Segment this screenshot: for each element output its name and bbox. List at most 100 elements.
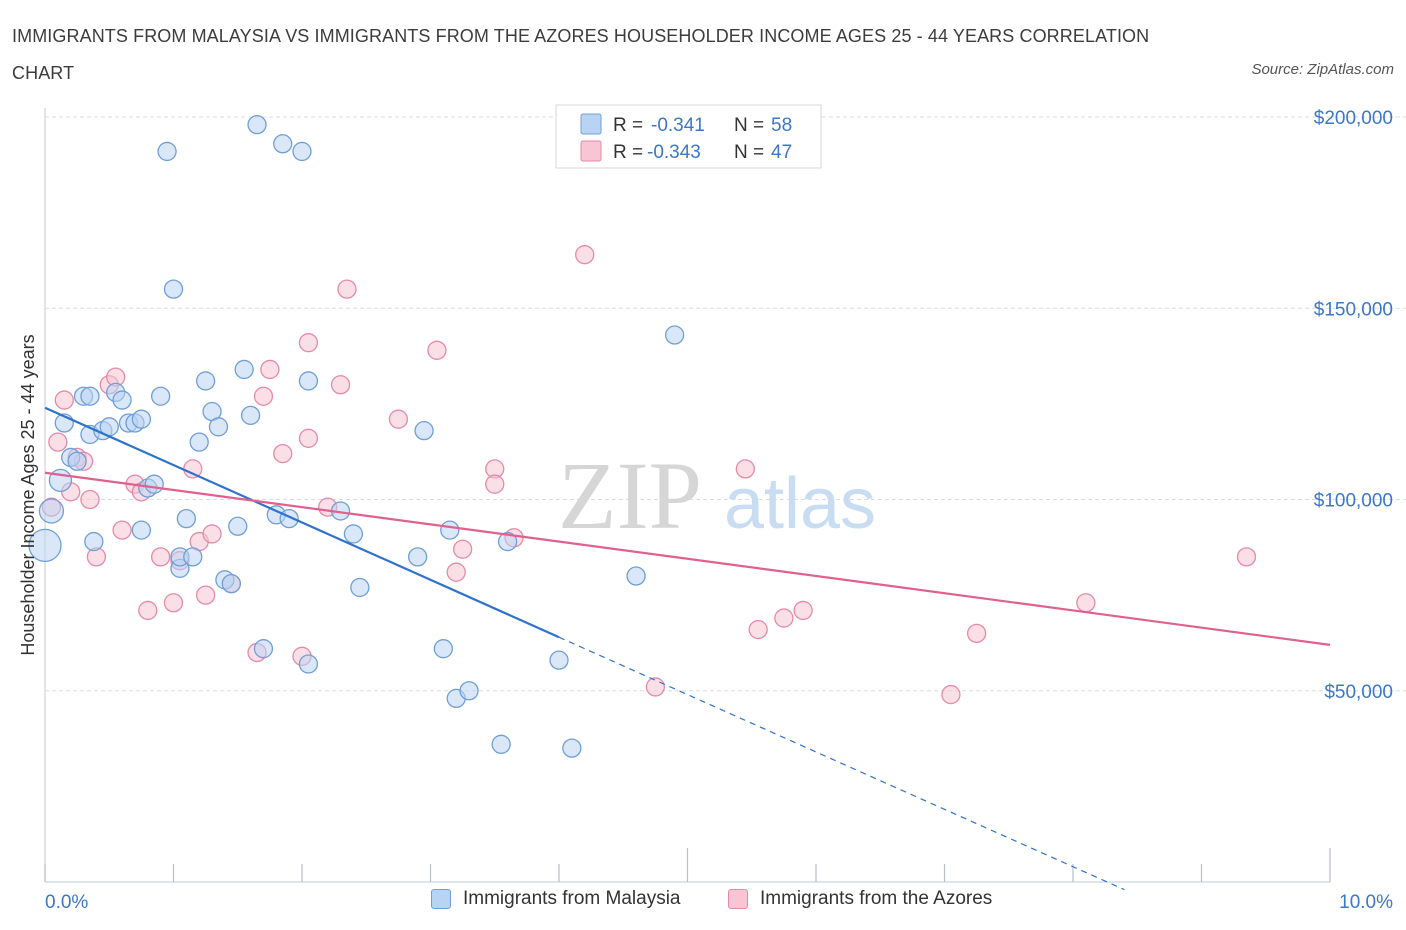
azores-point [575,245,595,265]
malaysia-point [157,141,177,162]
malaysia-trend-extension [558,636,1125,891]
azores-point [748,619,768,640]
azores-point [298,333,319,353]
malaysia-point [183,547,203,567]
azores-point [163,593,184,613]
malaysia-point [440,520,460,540]
malaysia-point [84,531,104,552]
malaysia-point [189,432,209,452]
malaysia-point [67,451,87,471]
legend-n-value-2: 47 [771,142,792,163]
malaysia-point [80,386,100,406]
legend-swatch-azores [580,140,602,162]
azores-point [80,489,100,510]
azores-point [941,684,961,705]
y-tick-label: $100,000 [1314,491,1393,512]
azores-point [793,600,813,621]
chart-title: IMMIGRANTS FROM MALAYSIA VS IMMIGRANTS F… [12,26,1150,83]
malaysia-point [163,279,184,299]
malaysia-point [433,639,454,659]
azores-point [202,524,222,544]
azores-point [645,677,666,697]
y-tick-label: $50,000 [1324,682,1393,703]
azores-point [195,585,216,605]
azores-point [150,547,171,567]
legend-label-malaysia: Immigrants from Malaysia [463,888,681,909]
malaysia-point [253,639,274,659]
watermark: ZIP atlas [558,442,876,549]
legend-n-label-2: N = [734,142,764,163]
malaysia-point [234,359,254,380]
x-tick-label-min: 0.0% [45,892,88,913]
azores-point [485,474,505,494]
malaysia-point [292,141,312,162]
malaysia-point [38,498,65,524]
malaysia-point [273,134,293,154]
malaysia-point [131,520,152,540]
malaysia-point [497,531,518,552]
malaysia-point [414,420,434,441]
azores-point [273,443,293,464]
legend-top: R = -0.341 N = 58 R = -0.343 N = 47 [555,104,822,169]
azores-point [253,386,274,406]
azores-point [427,340,447,360]
azores-point [183,459,203,479]
azores-point [337,279,357,299]
azores-point [966,623,987,644]
malaysia-trend-line [44,406,560,639]
legend-r-label-2: R = [613,142,643,163]
malaysia-point [208,417,229,437]
azores-point [446,562,466,582]
malaysia-point [350,577,370,598]
malaysia-point [240,405,261,426]
azores-point [1076,593,1096,613]
azores-point [54,390,74,410]
azores-point [735,459,755,479]
malaysia-point [298,654,319,674]
malaysia-point [407,547,428,567]
malaysia-point [549,650,569,670]
gridlines [45,116,1406,692]
x-tick-label-max: 10.0% [1339,892,1393,913]
y-tick-label: $200,000 [1314,108,1393,129]
axes [44,108,1331,883]
malaysia-point [195,371,216,391]
azores-point [112,520,132,540]
malaysia-point [562,738,582,758]
malaysia-point [665,325,685,345]
azores-point [330,375,351,395]
malaysia-point [150,386,171,406]
legend-r-value-1: -0.341 [651,115,705,136]
legend-n-value-1: 58 [771,115,792,136]
legend-r-label-1: R = [613,115,643,136]
y-tick-label: $150,000 [1314,299,1393,320]
legend-swatch-azores-bottom [728,889,748,909]
malaysia-point [343,524,364,544]
malaysia-point [228,516,248,536]
legend-item-azores[interactable]: Immigrants from the Azores [728,888,992,910]
legend-r-value-2: -0.343 [647,142,701,163]
malaysia-point [459,681,479,701]
watermark-zip: ZIP [558,442,702,549]
legend-bottom: Immigrants from Malaysia Immigrants from… [0,888,1406,916]
legend-swatch-malaysia [580,113,602,135]
malaysia-point [112,390,132,410]
azores-point [388,409,409,429]
azores-point [138,600,158,621]
malaysia-point [221,574,241,594]
trend-lines [44,406,1331,891]
legend-n-label-1: N = [734,115,764,136]
azores-trend-line [44,471,1331,646]
azores-point [298,428,319,448]
malaysia-point [298,371,319,391]
malaysia-point [626,566,646,586]
azores-point [48,432,68,452]
malaysia-point [176,508,197,529]
source-label: Source: ZipAtlas.com [1251,61,1394,78]
legend-item-malaysia[interactable]: Immigrants from Malaysia [431,888,681,910]
legend-swatch-malaysia-bottom [431,889,451,909]
y-tick-labels: $50,000 $100,000 $150,000 $200,000 [1314,108,1393,703]
azores-point [774,608,794,628]
y-axis-label: Householder Income Ages 25 - 44 years [18,334,38,655]
